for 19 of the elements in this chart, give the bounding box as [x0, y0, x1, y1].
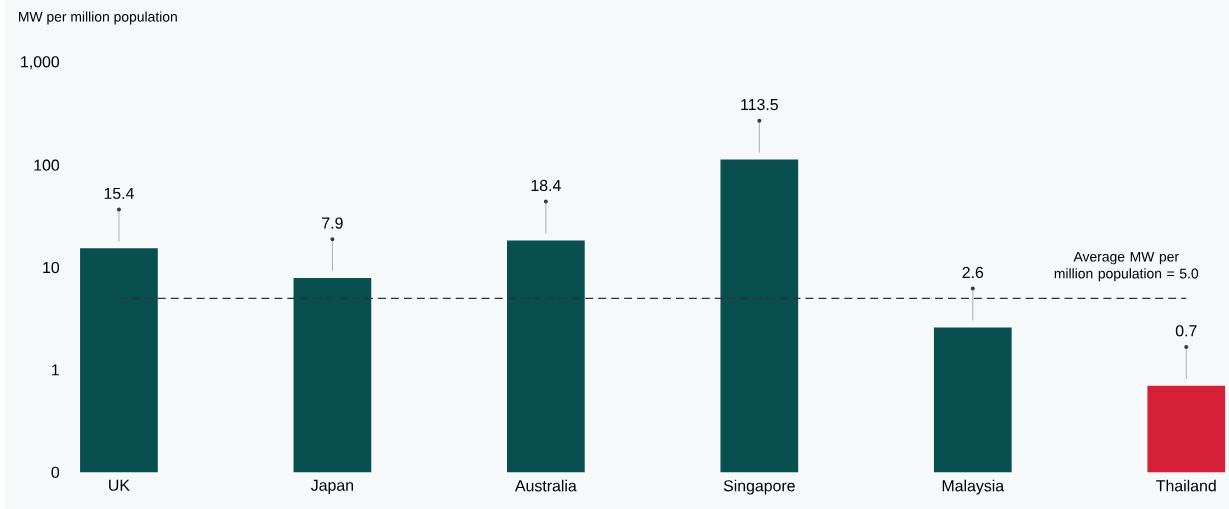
ref-line-label: Average MW per million population = 5.0	[1054, 251, 1199, 282]
y-tick-label: 100	[34, 159, 60, 171]
data-label: 18.4	[531, 179, 561, 192]
x-tick-label: UK	[109, 479, 130, 491]
x-tick-label: Australia	[515, 479, 577, 492]
y-tick-label: 1	[52, 364, 59, 376]
x-tick-label: Japan	[311, 479, 353, 494]
data-label: 15.4	[104, 187, 134, 199]
y-tick-label: 0	[51, 466, 60, 478]
x-tick-label: Thailand	[1156, 479, 1216, 492]
y-axis-title: MW per million population	[19, 11, 177, 25]
y-tick-label: 10	[43, 261, 60, 274]
data-label: 113.5	[741, 98, 778, 111]
data-label: 0.7	[1175, 325, 1197, 337]
x-tick-label: Singapore	[723, 479, 795, 495]
x-tick-label: Malaysia	[942, 479, 1005, 495]
data-label: 7.9	[322, 217, 343, 229]
y-tick-label: 1,000	[21, 56, 60, 70]
data-label: 2.6	[962, 266, 984, 279]
